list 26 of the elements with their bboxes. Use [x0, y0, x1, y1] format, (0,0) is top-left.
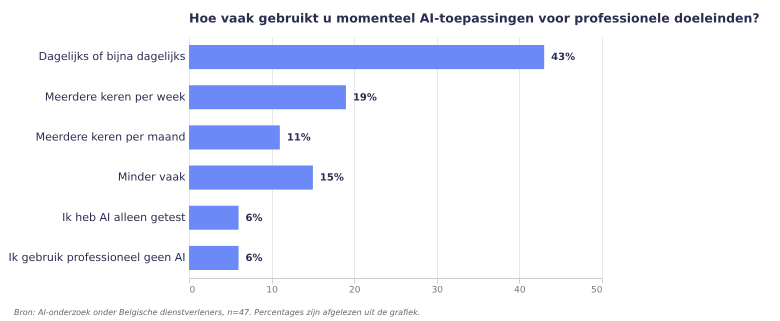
x-tick-label: 30: [432, 286, 444, 296]
y-tick-label: Dagelijks of bijna dagelijks: [38, 50, 186, 64]
data-label: 6%: [246, 212, 263, 224]
chart-title: Hoe vaak gebruikt u momenteel AI-toepassingen voor professionele doeleinden?: [189, 10, 760, 26]
bar: [189, 166, 313, 190]
x-tick-label: 50: [591, 286, 603, 296]
data-label: 11%: [286, 132, 311, 144]
x-tick-label: 20: [348, 286, 361, 296]
bar: [189, 206, 239, 230]
data-label: 6%: [246, 252, 263, 264]
y-tick-label: Ik gebruik professioneel geen AI: [8, 250, 186, 264]
bar: [189, 246, 239, 270]
y-tick-label: Meerdere keren per week: [44, 90, 186, 104]
bar: [189, 45, 544, 70]
y-tick-label: Minder vaak: [118, 170, 186, 184]
y-tick-label: Ik heb AI alleen getest: [62, 210, 186, 224]
text: Bron: AI-onderzoek onder Belgische dienstverleners, n=47. Percentages zijn afgelezen uit de grafiek.: [14, 308, 420, 317]
x-tick-label: 40: [514, 286, 526, 296]
data-label: 15%: [320, 172, 344, 184]
bar: [189, 85, 346, 110]
y-tick-label: Meerdere keren per maand: [36, 130, 186, 144]
data-label: 43%: [551, 52, 576, 64]
data-label: 19%: [352, 92, 377, 104]
x-tick-label: 10: [266, 286, 278, 296]
x-tick-label: 0: [190, 286, 196, 296]
bar: [189, 125, 280, 150]
